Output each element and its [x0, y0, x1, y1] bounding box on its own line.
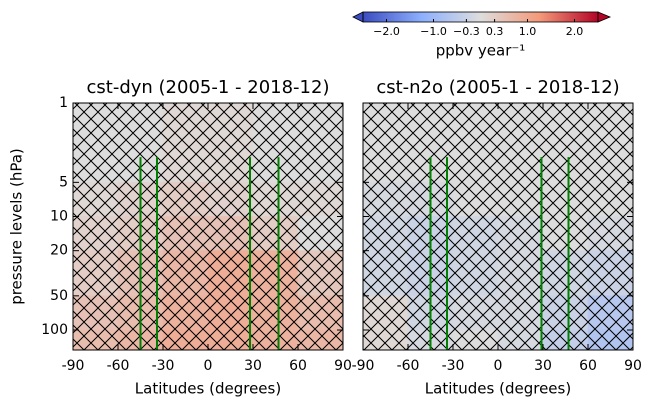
chart-title: cst-dyn (2005-1 - 2018-12): [87, 77, 330, 98]
colorbar: [363, 12, 598, 22]
y-tick-label: 5: [59, 174, 68, 190]
colorbar-tick-label: 0.3: [486, 25, 504, 38]
colorbar-tick-label: −2.0: [373, 25, 400, 38]
colorbar-tick-label: −1.0: [420, 25, 447, 38]
x-tick-label: -60: [397, 358, 420, 374]
colorbar-tick-label: −0.3: [453, 25, 480, 38]
x-tick-label: -90: [62, 358, 85, 374]
y-tick-label: 1: [59, 95, 68, 111]
x-tick-label: 0: [204, 358, 213, 374]
colorbar-tick-label: 2.0: [566, 25, 584, 38]
x-tick-label: -30: [442, 358, 465, 374]
x-tick-label: 90: [624, 358, 642, 374]
x-tick-label: 30: [244, 358, 262, 374]
y-axis-label: pressure levels (hPa): [8, 148, 26, 305]
plot-area: [73, 103, 343, 350]
plot-area: [363, 103, 633, 350]
x-tick-label: -30: [152, 358, 175, 374]
colorbar-label: ppbv year⁻¹: [436, 42, 526, 60]
x-tick-label: -90: [352, 358, 375, 374]
x-tick-label: 0: [494, 358, 503, 374]
y-tick-label: 100: [41, 322, 68, 338]
y-tick-label: 20: [50, 243, 68, 259]
x-tick-label: 60: [289, 358, 307, 374]
x-tick-label: 30: [534, 358, 552, 374]
colorbar-extend-low: [352, 11, 364, 23]
y-tick-label: 50: [50, 288, 68, 304]
colorbar-frame: [362, 11, 599, 23]
hatch: [363, 103, 633, 350]
chart-title: cst-n2o (2005-1 - 2018-12): [376, 77, 619, 98]
x-tick-label: 90: [334, 358, 352, 374]
colorbar-extend-high: [597, 11, 612, 23]
colorbar-tick-label: 1.0: [519, 25, 537, 38]
x-tick-label: 60: [579, 358, 597, 374]
x-axis-label: Latitudes (degrees): [425, 380, 571, 398]
y-tick-label: 10: [50, 209, 68, 225]
x-tick-label: -60: [107, 358, 130, 374]
x-axis-label: Latitudes (degrees): [135, 380, 281, 398]
hatch: [73, 103, 343, 350]
